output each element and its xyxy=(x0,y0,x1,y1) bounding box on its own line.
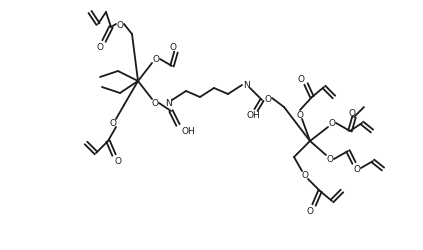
Text: N: N xyxy=(165,99,171,108)
Text: O: O xyxy=(302,171,308,180)
Text: O: O xyxy=(96,42,104,51)
Text: O: O xyxy=(116,22,124,30)
Text: OH: OH xyxy=(246,111,260,120)
Text: O: O xyxy=(297,75,305,84)
Text: O: O xyxy=(153,55,159,64)
Text: O: O xyxy=(151,99,159,108)
Text: O: O xyxy=(264,94,272,103)
Text: O: O xyxy=(329,119,335,128)
Text: OH: OH xyxy=(182,127,196,136)
Text: O: O xyxy=(307,207,313,216)
Text: O: O xyxy=(354,164,360,173)
Text: N: N xyxy=(243,81,250,90)
Text: O: O xyxy=(297,110,303,119)
Text: O: O xyxy=(110,119,116,128)
Text: O: O xyxy=(327,155,333,164)
Text: O: O xyxy=(170,43,176,52)
Text: O: O xyxy=(115,156,121,165)
Text: O: O xyxy=(349,108,355,117)
